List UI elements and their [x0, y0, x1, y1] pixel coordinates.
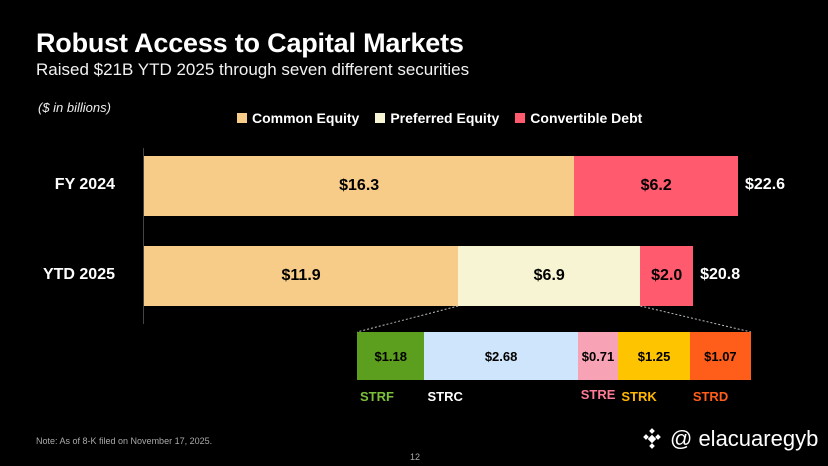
chart-legend: Common Equity Preferred Equity Convertib…: [237, 110, 642, 126]
category-label-0: FY 2024: [54, 176, 115, 193]
bar-segment-common-equity-1: $11.9: [144, 246, 459, 306]
legend-item-common-equity: Common Equity: [237, 110, 359, 126]
legend-swatch-convertible-debt: [515, 113, 526, 123]
legend-label-common-equity: Common Equity: [252, 110, 360, 126]
breakdown-segment-strd: $1.07: [689, 332, 751, 380]
category-axis-line: [143, 148, 144, 324]
units-note: ($ in billions): [38, 100, 111, 115]
bar-segment-common-equity-0: $16.3: [144, 156, 575, 216]
breakdown-segment-strk: $1.25: [618, 332, 690, 380]
connector-line-right: [640, 305, 752, 333]
slide-subtitle: Raised $21B YTD 2025 through seven diffe…: [36, 60, 470, 79]
slide-title: Robust Access to Capital Markets: [36, 28, 464, 58]
footnote: Note: As of 8-K filed on November 17, 20…: [36, 436, 213, 446]
watermark-logo: @ elacuaregyb: [640, 426, 818, 452]
breakdown-label-stre: STRE: [580, 387, 616, 402]
page-number: 12: [410, 452, 421, 462]
legend-label-preferred-equity: Preferred Equity: [390, 110, 500, 126]
legend-swatch-preferred-equity: [375, 113, 386, 123]
breakdown-label-strd: STRD: [692, 389, 729, 404]
bar-segment-convertible-debt-0: $6.2: [574, 156, 738, 216]
connector-line-left: [356, 305, 459, 333]
breakdown-label-strf: STRF: [360, 389, 394, 404]
legend-item-convertible-debt: Convertible Debt: [515, 110, 642, 126]
legend-label-convertible-debt: Convertible Debt: [530, 110, 643, 126]
breakdown-segment-stre: $0.71: [577, 332, 619, 380]
diamond-logo-icon: [643, 428, 661, 449]
legend-item-preferred-equity: Preferred Equity: [375, 110, 499, 126]
bar-segment-preferred-equity-1: $6.9: [458, 246, 641, 306]
breakdown-label-strc: STRC: [427, 389, 463, 404]
bar-segment-convertible-debt-1: $2.0: [640, 246, 694, 306]
bar-total-label-0: $22.6: [745, 176, 786, 193]
breakdown-segment-strc: $2.68: [424, 332, 578, 380]
legend-swatch-common-equity: [237, 113, 247, 123]
category-label-1: YTD 2025: [42, 266, 115, 283]
watermark-text: @ elacuaregyb: [670, 426, 819, 451]
breakdown-segment-strf: $1.18: [357, 332, 425, 380]
bar-total-label-1: $20.8: [700, 266, 741, 283]
breakdown-label-strk: STRK: [621, 389, 657, 404]
